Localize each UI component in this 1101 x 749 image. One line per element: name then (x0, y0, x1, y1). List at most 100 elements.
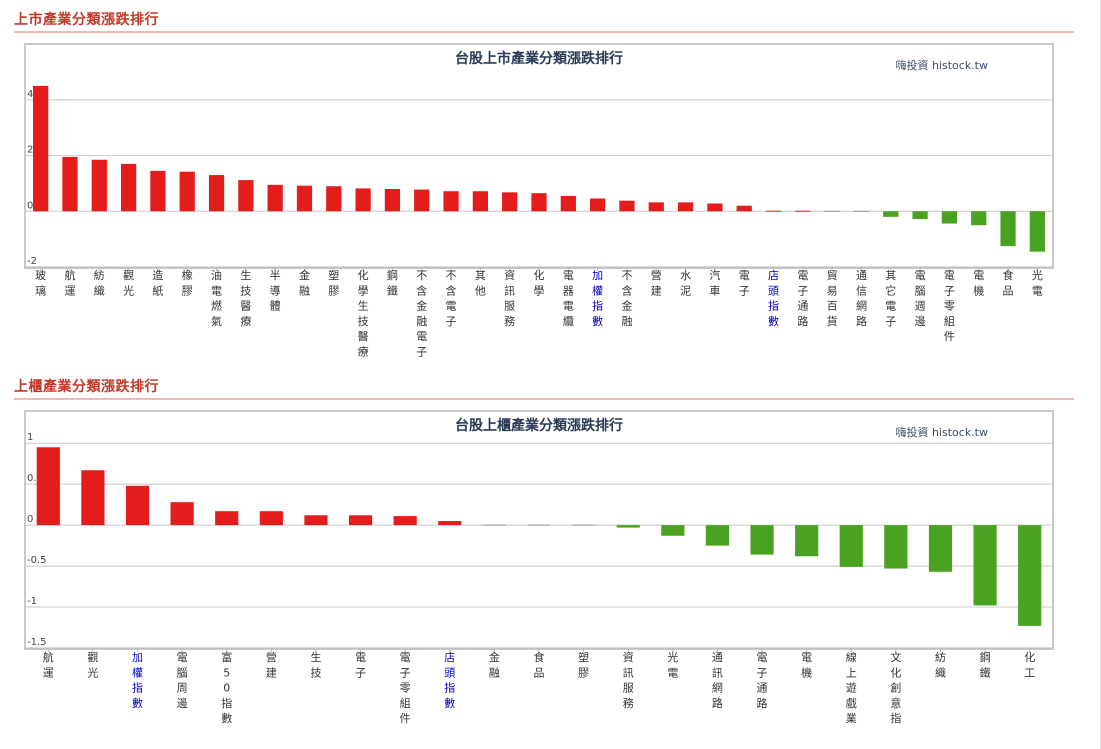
bar[interactable] (707, 203, 723, 212)
x-tick-label: 通信網路 (856, 269, 867, 328)
x-tick-label: 文化創意指 (890, 650, 901, 725)
bar[interactable] (1000, 211, 1016, 247)
x-tick-label: 金融 (489, 650, 500, 679)
x-tick-label: 營建 (651, 269, 662, 297)
x-tick-label: 店頭指數 (768, 268, 779, 328)
chart-title-listed: 台股上市產業分類漲跌排行 (455, 51, 623, 67)
x-tick-label: 光電 (1032, 268, 1043, 297)
bar[interactable] (705, 525, 730, 546)
x-tick-label: 通訊網路 (712, 651, 723, 710)
x-tick-label: 橡膠 (182, 269, 193, 297)
x-tick-label: 紡織 (935, 650, 946, 679)
bar[interactable] (736, 205, 752, 212)
x-tick-label: 食品 (534, 650, 545, 679)
bar[interactable] (482, 524, 506, 526)
y-tick-label: -1.5 (27, 637, 47, 648)
bar[interactable] (928, 525, 953, 572)
bar[interactable] (677, 202, 694, 212)
bar[interactable] (259, 511, 283, 526)
bar[interactable] (1018, 525, 1042, 626)
x-tick-label: 生技 (310, 650, 321, 679)
x-tick-label: 食品 (1003, 268, 1014, 297)
bar[interactable] (616, 525, 640, 528)
bar[interactable] (296, 185, 313, 212)
bar[interactable] (238, 180, 254, 212)
x-tick-label: 店頭指數 (444, 650, 455, 710)
bar[interactable] (36, 447, 60, 526)
bar[interactable] (560, 195, 576, 212)
x-tick-label: 其它電子 (885, 269, 896, 328)
bar[interactable] (661, 525, 685, 536)
bar[interactable] (438, 521, 462, 526)
bar[interactable] (120, 163, 137, 212)
bar[interactable] (619, 200, 635, 212)
bar[interactable] (765, 210, 782, 212)
bar[interactable] (81, 470, 105, 526)
bar[interactable] (150, 170, 166, 212)
bar[interactable] (443, 191, 459, 212)
bar[interactable] (502, 192, 518, 212)
chart-credit-otc[interactable]: 嗨投資 histock.tw (895, 426, 988, 439)
bar[interactable] (179, 171, 195, 212)
bar[interactable] (795, 525, 819, 557)
bar[interactable] (348, 515, 373, 526)
bar[interactable] (208, 175, 225, 212)
bar[interactable] (853, 210, 870, 212)
y-tick-label: 0.5 (27, 473, 43, 484)
x-tick-label: 加權指數 (592, 269, 603, 328)
bar[interactable] (170, 502, 194, 526)
x-tick-label: 電機 (801, 651, 812, 679)
bar[interactable] (973, 525, 997, 606)
bar[interactable] (824, 210, 840, 212)
bar[interactable] (326, 186, 342, 212)
y-tick-label: 1 (27, 432, 33, 443)
x-tick-label: 電子 (739, 269, 750, 297)
bar[interactable] (941, 211, 958, 224)
bar[interactable] (267, 184, 283, 212)
x-tick-label: 化學生技醫療 (358, 268, 369, 359)
bar[interactable] (883, 211, 899, 217)
bar[interactable] (971, 211, 987, 226)
section-divider-otc (14, 398, 1074, 400)
x-tick-label: 生技醫療 (240, 268, 251, 328)
section-title-listed: 上市產業分類漲跌排行 (14, 12, 159, 28)
x-tick-label: 電腦周邊 (177, 651, 188, 710)
bar[interactable] (215, 511, 239, 526)
x-tick-label: 鋼鐵 (387, 268, 398, 297)
bar[interactable] (384, 189, 401, 212)
x-tick-label: 油電燃氣 (211, 268, 222, 328)
x-tick-label: 航運 (43, 650, 54, 679)
bar[interactable] (355, 188, 371, 212)
bar[interactable] (795, 210, 811, 212)
bar[interactable] (750, 525, 774, 555)
bar[interactable] (1029, 211, 1045, 252)
bar[interactable] (572, 524, 596, 526)
bar[interactable] (125, 485, 150, 526)
bar[interactable] (393, 516, 417, 526)
bar[interactable] (648, 202, 664, 212)
x-tick-label: 航運 (64, 268, 75, 297)
bar[interactable] (33, 85, 49, 212)
bar[interactable] (304, 515, 328, 526)
bar[interactable] (91, 159, 107, 212)
x-tick-label: 汽車 (709, 268, 720, 297)
x-tick-label: 化工 (1024, 650, 1035, 679)
bar[interactable] (62, 156, 78, 212)
bar[interactable] (884, 525, 908, 569)
x-tick-label: 光電 (667, 650, 678, 679)
x-tick-label: 貿易百貨 (827, 269, 838, 328)
chart-credit-listed[interactable]: 嗨投資 histock.tw (895, 59, 988, 72)
bar[interactable] (590, 198, 606, 212)
x-tick-label: 電機 (973, 269, 984, 297)
bar[interactable] (912, 211, 928, 220)
x-tick-label: 紡織 (94, 268, 105, 297)
section-divider-listed (14, 31, 1074, 33)
bar[interactable] (472, 191, 488, 212)
bar[interactable] (839, 525, 863, 567)
x-tick-label: 不含金融 (621, 269, 632, 328)
bar[interactable] (531, 193, 547, 212)
bar[interactable] (527, 524, 551, 526)
bar[interactable] (414, 189, 430, 212)
